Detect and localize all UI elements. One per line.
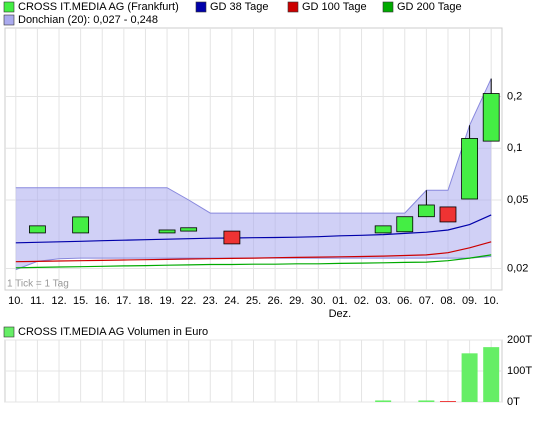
volume-bar <box>375 400 392 402</box>
x-tick-label: 17. <box>116 295 131 307</box>
y-tick-label: 0,2 <box>507 90 522 102</box>
x-tick-label: 29. <box>289 295 304 307</box>
legend-swatch <box>3 14 15 26</box>
x-tick-label: 22. <box>181 295 196 307</box>
legend-label: GD 200 Tage <box>397 1 462 13</box>
moving-average <box>15 214 492 244</box>
legend-swatch <box>195 1 207 13</box>
candle-body <box>158 229 176 234</box>
x-tick-label: 18. <box>138 295 153 307</box>
x-tick-label: 07. <box>419 295 434 307</box>
candle-body <box>72 216 90 234</box>
legend-label: CROSS IT.MEDIA AG (Frankfurt) <box>18 1 179 13</box>
x-tick-label: 12. <box>51 295 66 307</box>
donchian-band <box>15 78 492 270</box>
candle-body <box>396 216 414 233</box>
x-tick-label: 10. <box>8 295 23 307</box>
candle-body <box>29 225 46 234</box>
x-tick-label: 25. <box>246 295 261 307</box>
legend-label: CROSS IT.MEDIA AG Volumen in Euro <box>18 326 208 338</box>
legend-label: GD 100 Tage <box>302 1 367 13</box>
y-tick-label: 200T <box>507 334 532 346</box>
y-tick-label: 0,02 <box>507 262 528 274</box>
candle-body <box>223 230 241 245</box>
x-tick-label: 24. <box>224 295 239 307</box>
volume-bar <box>483 347 500 402</box>
legend-swatch <box>3 326 15 338</box>
legend-swatch <box>3 1 15 13</box>
y-tick-label: 0T <box>507 396 520 408</box>
legend-swatch <box>382 1 394 13</box>
x-tick-label: 08. <box>440 295 455 307</box>
x-tick-label: 10. <box>484 295 499 307</box>
x-tick-label: 19. <box>159 295 174 307</box>
donchian-upper <box>15 78 492 214</box>
legend-label: GD 38 Tage <box>210 1 269 13</box>
legend-swatch <box>287 1 299 13</box>
legend-label: Donchian (20): 0,027 - 0,248 <box>18 14 158 26</box>
volume-bar <box>439 401 456 402</box>
moving-average <box>15 254 492 269</box>
moving-average <box>15 241 492 263</box>
x-tick-label: 15. <box>73 295 88 307</box>
x-tick-label: 01. <box>332 295 347 307</box>
x-tick-label: 26. <box>267 295 282 307</box>
y-tick-label: 0,05 <box>507 194 528 206</box>
x-tick-label: 30. <box>311 295 326 307</box>
volume-bar <box>418 400 435 402</box>
x-tick-label: 23. <box>203 295 218 307</box>
x-tick-label: 02. <box>354 295 369 307</box>
candle-body <box>374 225 392 234</box>
volume-bar <box>461 353 478 402</box>
candle-body <box>439 206 457 223</box>
x-tick-label: 11. <box>30 295 44 307</box>
x-tick-label: 03. <box>376 295 391 307</box>
candle-body <box>461 138 478 200</box>
candle-body <box>417 204 435 218</box>
x-month-label: Dez. <box>329 308 352 320</box>
note: 1 Tick = 1 Tag <box>7 279 69 290</box>
x-tick-label: 06. <box>397 295 412 307</box>
candle-body <box>482 93 500 142</box>
x-tick-label: 09. <box>462 295 477 307</box>
candle-body <box>180 227 198 232</box>
y-tick-label: 100T <box>507 365 532 377</box>
x-tick-label: 16. <box>95 295 110 307</box>
y-tick-label: 0,1 <box>507 142 522 154</box>
